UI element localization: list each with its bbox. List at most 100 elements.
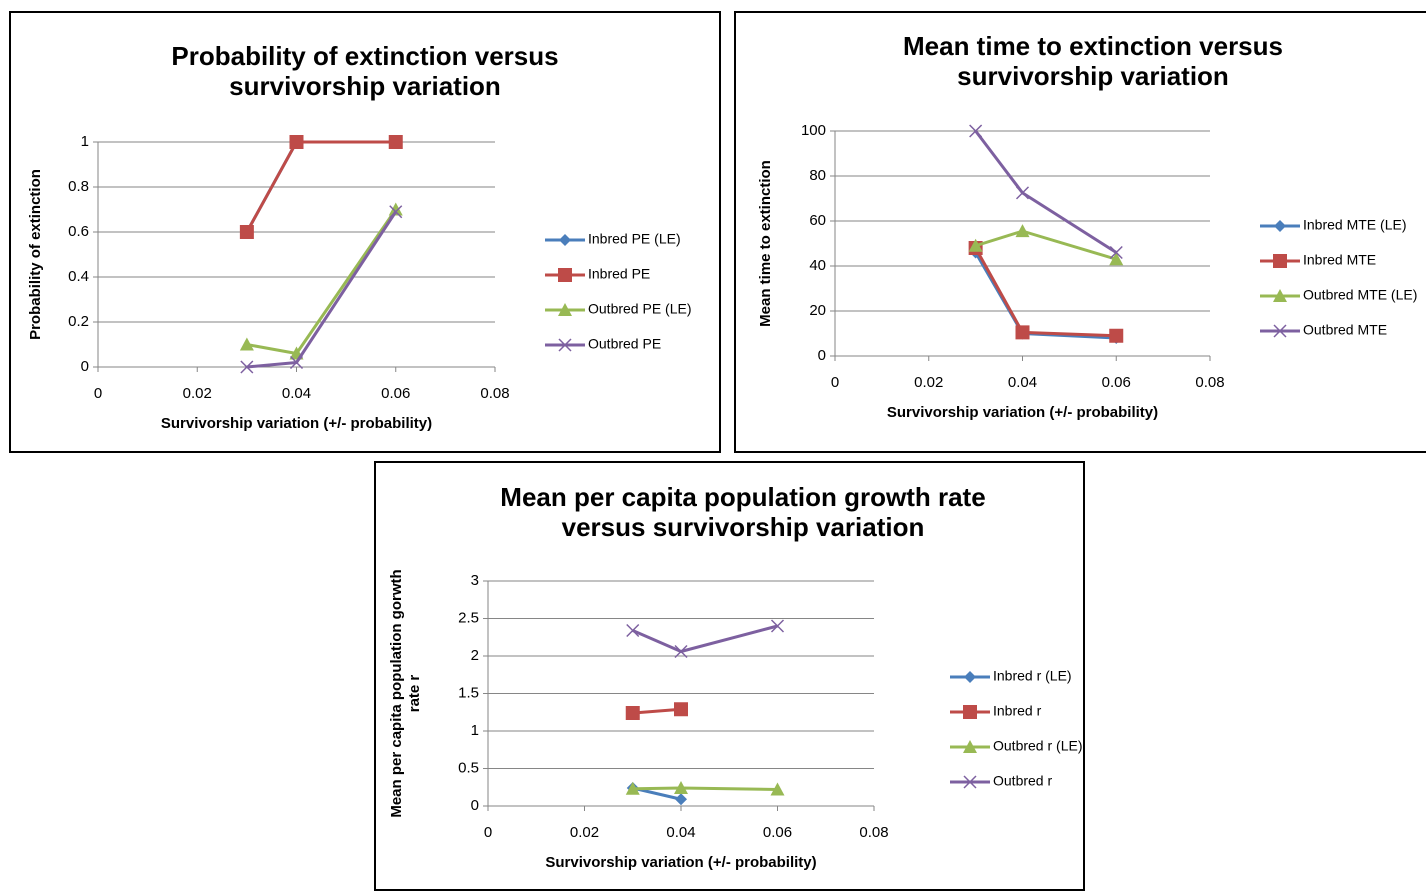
chart-title: versus survivorship variation: [562, 512, 925, 542]
chart-border: [734, 11, 1426, 453]
chart: Mean per capita population growth rateve…: [374, 461, 1085, 891]
legend-label: Outbred PE: [588, 336, 661, 352]
x-axis-title: Survivorship variation (+/- probability): [161, 415, 432, 432]
x-axis-title: Survivorship variation (+/- probability): [545, 854, 816, 871]
marker: [625, 706, 640, 720]
chart-title: survivorship variation: [229, 71, 501, 101]
y-axis-title: rate r: [406, 675, 423, 713]
y-tick-label: 1: [81, 133, 89, 150]
x-tick-label: 0.08: [1195, 374, 1224, 391]
marker: [969, 124, 983, 138]
marker: [239, 337, 254, 351]
marker: [1273, 289, 1287, 302]
y-tick-label: 0.4: [68, 268, 89, 285]
y-tick-label: 0.5: [458, 759, 479, 776]
y-tick-label: 20: [809, 302, 826, 319]
y-tick-label: 0.8: [68, 178, 89, 195]
x-tick-label: 0: [484, 824, 492, 841]
marker: [674, 781, 688, 794]
marker: [558, 338, 572, 352]
series-line: [632, 707, 682, 715]
y-axis-title: Probability of extinction: [27, 169, 44, 340]
chart-title: Probability of extinction versus: [171, 41, 558, 71]
marker: [1273, 254, 1287, 268]
y-tick-label: 0.2: [68, 313, 89, 330]
marker: [1274, 220, 1286, 232]
marker: [1015, 224, 1030, 238]
marker: [964, 671, 976, 683]
marker: [388, 202, 403, 216]
marker: [1109, 252, 1124, 266]
marker: [388, 135, 403, 149]
chart-title: survivorship variation: [957, 61, 1229, 91]
x-tick-label: 0.08: [480, 385, 509, 402]
legend-label: Inbred r (LE): [993, 668, 1072, 684]
legend-label: Inbred PE: [588, 266, 650, 282]
legend-label: Inbred MTE (LE): [1303, 217, 1406, 233]
marker: [963, 740, 977, 753]
chart: Mean time to extinction versussurvivorsh…: [734, 11, 1426, 453]
chart: Probability of extinction versussurvivor…: [9, 11, 721, 453]
x-tick-label: 0.02: [570, 824, 599, 841]
marker: [626, 623, 640, 638]
y-axis-title: Mean per capita population gorwth: [388, 569, 405, 817]
legend-label: Inbred PE (LE): [588, 231, 681, 247]
marker: [240, 360, 254, 374]
chart-title: Mean per capita population growth rate: [500, 482, 985, 512]
marker: [1273, 324, 1287, 338]
marker: [675, 793, 687, 806]
marker: [963, 775, 977, 789]
chart-title: Mean time to extinction versus: [903, 31, 1283, 61]
marker: [558, 268, 572, 282]
y-tick-label: 0: [471, 797, 479, 814]
x-tick-label: 0.08: [859, 824, 888, 841]
x-tick-label: 0.06: [763, 824, 792, 841]
legend-label: Inbred r: [993, 703, 1042, 719]
y-axis-title: Mean time to extinction: [757, 160, 774, 327]
y-tick-label: 2: [471, 647, 479, 664]
x-axis-title: Survivorship variation (+/- probability): [887, 404, 1158, 421]
x-tick-label: 0: [831, 374, 839, 391]
marker: [289, 135, 304, 149]
marker: [674, 702, 688, 717]
marker: [239, 225, 254, 239]
marker: [1015, 325, 1030, 340]
y-tick-label: 2.5: [458, 609, 479, 626]
y-tick-label: 100: [801, 122, 826, 139]
marker: [558, 303, 572, 316]
legend-label: Outbred MTE: [1303, 322, 1387, 338]
legend-label: Outbred r (LE): [993, 738, 1082, 754]
marker: [1015, 186, 1030, 200]
x-tick-label: 0.04: [666, 824, 695, 841]
y-tick-label: 0: [81, 358, 89, 375]
x-tick-label: 0.04: [1008, 374, 1037, 391]
series-line: [632, 786, 778, 791]
y-tick-label: 1.5: [458, 684, 479, 701]
y-tick-label: 0.6: [68, 223, 89, 240]
x-tick-label: 0.06: [1102, 374, 1131, 391]
x-tick-label: 0.02: [914, 374, 943, 391]
y-tick-label: 1: [471, 722, 479, 739]
y-tick-label: 0: [818, 347, 826, 364]
legend-label: Inbred MTE: [1303, 252, 1376, 268]
marker: [625, 781, 640, 795]
marker: [1109, 245, 1123, 260]
y-tick-label: 80: [809, 167, 826, 184]
marker: [289, 355, 304, 370]
marker: [968, 238, 983, 252]
y-tick-label: 3: [471, 572, 479, 589]
legend-label: Outbred r: [993, 773, 1052, 789]
marker: [770, 619, 785, 633]
legend-label: Outbred PE (LE): [588, 301, 692, 317]
y-tick-label: 40: [809, 257, 826, 274]
x-tick-label: 0.02: [183, 385, 212, 402]
marker: [963, 705, 977, 719]
x-tick-label: 0.06: [381, 385, 410, 402]
marker: [770, 782, 785, 796]
marker: [674, 644, 688, 659]
y-tick-label: 60: [809, 212, 826, 229]
marker: [389, 205, 403, 219]
x-tick-label: 0: [94, 385, 102, 402]
legend-label: Outbred MTE (LE): [1303, 287, 1417, 303]
